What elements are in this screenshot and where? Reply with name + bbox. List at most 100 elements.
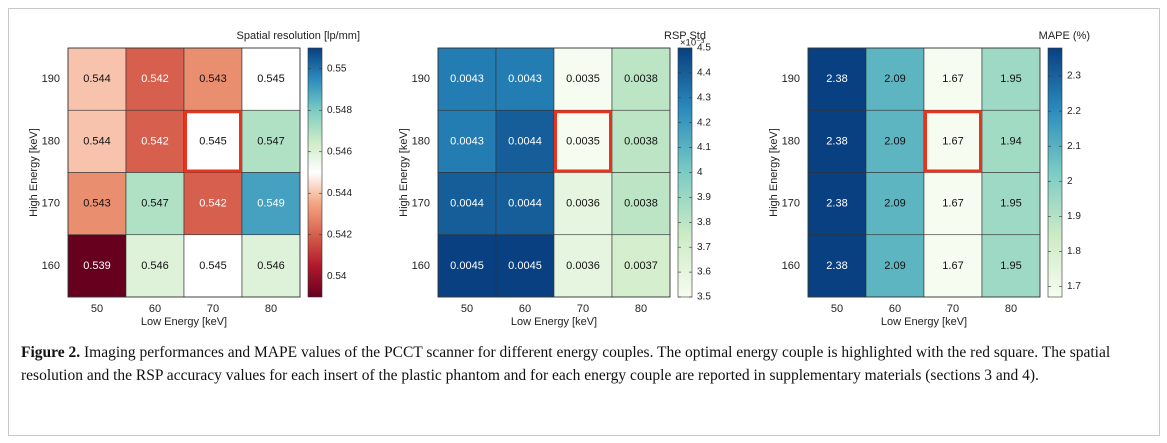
cell-label: 1.67 [942, 73, 963, 85]
caption-label: Figure 2. [21, 344, 81, 361]
heatmap-cell [923, 47, 983, 111]
x-tick-label: 80 [1005, 303, 1017, 315]
x-tick-label: 80 [265, 303, 277, 315]
cell-label: 0.545 [199, 260, 227, 272]
cell-label: 0.0045 [508, 260, 542, 272]
x-tick-label: 70 [207, 303, 219, 315]
colorbar-tick-label: 3.8 [697, 217, 711, 228]
colorbar-tick-label: 4.2 [697, 117, 711, 128]
heatmap-cell [437, 47, 497, 111]
cell-label: 1.67 [942, 135, 963, 147]
cell-label: 0.542 [141, 135, 169, 147]
y-tick-label: 180 [782, 135, 800, 147]
cell-label: 2.09 [884, 135, 905, 147]
cell-label: 0.0037 [624, 260, 658, 272]
heatmap-cell [865, 172, 925, 236]
cell-label: 0.539 [83, 260, 111, 272]
y-tick-label: 160 [412, 260, 430, 272]
x-axis-label: Low Energy [keV] [511, 316, 597, 328]
chart-title: Spatial resolution [lp/mm] [237, 30, 361, 42]
colorbar-tick-label: 4.5 [697, 43, 711, 54]
cell-label: 0.0038 [624, 73, 658, 85]
y-tick-label: 160 [42, 260, 60, 272]
plot-border [807, 47, 1041, 298]
highlight-box [184, 110, 242, 173]
y-axis-label: High Energy [keV] [768, 128, 780, 217]
heatmap-cell [865, 109, 925, 173]
plot-border [67, 47, 301, 298]
colorbar-tick-label: 0.542 [327, 229, 352, 240]
colorbar-tick-label: 0.546 [327, 146, 352, 157]
y-axis-label: High Energy [keV] [398, 128, 410, 217]
x-tick-label: 70 [577, 303, 589, 315]
cell-label: 2.38 [826, 198, 847, 210]
cell-label: 0.545 [199, 135, 227, 147]
cell-label: 2.09 [884, 198, 905, 210]
heatmap-cell [125, 234, 185, 298]
heatmap-cell [553, 109, 613, 173]
heatmap-cell [67, 172, 127, 236]
colorbar-tick-label: 2.2 [1067, 106, 1081, 117]
cell-label: 0.0044 [450, 198, 484, 210]
plot-border [437, 47, 671, 298]
heatmap-cell [495, 234, 555, 298]
highlight-box [924, 110, 982, 173]
heatmap-cell [241, 234, 301, 298]
colorbar-tick-label: 4.3 [697, 92, 711, 103]
colorbar-tick-label: 0.55 [327, 63, 347, 74]
y-axis-label: High Energy [keV] [28, 128, 40, 217]
heatmap-cell [125, 109, 185, 173]
heatmap-cell [183, 172, 243, 236]
cell-label: 0.0043 [450, 135, 484, 147]
cell-label: 0.0038 [624, 135, 658, 147]
cell-label: 0.547 [257, 135, 285, 147]
cell-label: 1.95 [1000, 198, 1021, 210]
colorbar-tick-label: 4 [697, 167, 703, 178]
chart-title: RSP Std [664, 30, 706, 42]
cell-label: 0.0043 [450, 73, 484, 85]
x-axis-label: Low Energy [keV] [141, 316, 227, 328]
heatmap-cell [183, 234, 243, 298]
cell-label: 2.09 [884, 260, 905, 272]
cell-label: 0.0043 [508, 73, 542, 85]
cell-label: 0.0038 [624, 198, 658, 210]
heatmap-cell [553, 47, 613, 111]
colorbar-tick-label: 0.54 [327, 271, 347, 282]
x-tick-label: 50 [91, 303, 103, 315]
heatmap-cell [125, 172, 185, 236]
cell-label: 0.545 [257, 73, 285, 85]
heatmap-cell [865, 47, 925, 111]
x-tick-label: 60 [149, 303, 161, 315]
colorbar-tick-label: 4.4 [697, 68, 711, 79]
heatmap-cell [241, 47, 301, 111]
cell-label: 0.0044 [508, 198, 542, 210]
heatmap-cell [67, 234, 127, 298]
y-tick-label: 170 [782, 198, 800, 210]
x-axis-label: Low Energy [keV] [881, 316, 967, 328]
heatmap-cell [981, 109, 1041, 173]
colorbar-tick-label: 1.8 [1067, 246, 1081, 257]
cell-label: 0.0036 [566, 260, 600, 272]
cell-label: 1.94 [1000, 135, 1021, 147]
x-tick-label: 50 [831, 303, 843, 315]
colorbar-tick-label: 1.7 [1067, 281, 1081, 292]
y-tick-label: 190 [782, 73, 800, 85]
cell-label: 0.547 [141, 198, 169, 210]
colorbar-tick-label: 1.9 [1067, 211, 1081, 222]
x-tick-label: 60 [889, 303, 901, 315]
cell-label: 0.544 [83, 73, 111, 85]
heatmap-cell [981, 234, 1041, 298]
cell-label: 0.543 [199, 73, 227, 85]
heatmap-cell [981, 47, 1041, 111]
chart-title: MAPE (%) [1039, 30, 1090, 42]
cell-label: 0.0035 [566, 73, 600, 85]
colorbar-tick-label: 3.5 [697, 292, 711, 303]
cell-label: 0.542 [199, 198, 227, 210]
y-tick-label: 180 [42, 135, 60, 147]
heatmap-cell [923, 234, 983, 298]
heatmap-cell [125, 47, 185, 111]
cell-label: 0.543 [83, 198, 111, 210]
colorbar-tick-label: 3.9 [697, 192, 711, 203]
cell-label: 0.0035 [566, 135, 600, 147]
